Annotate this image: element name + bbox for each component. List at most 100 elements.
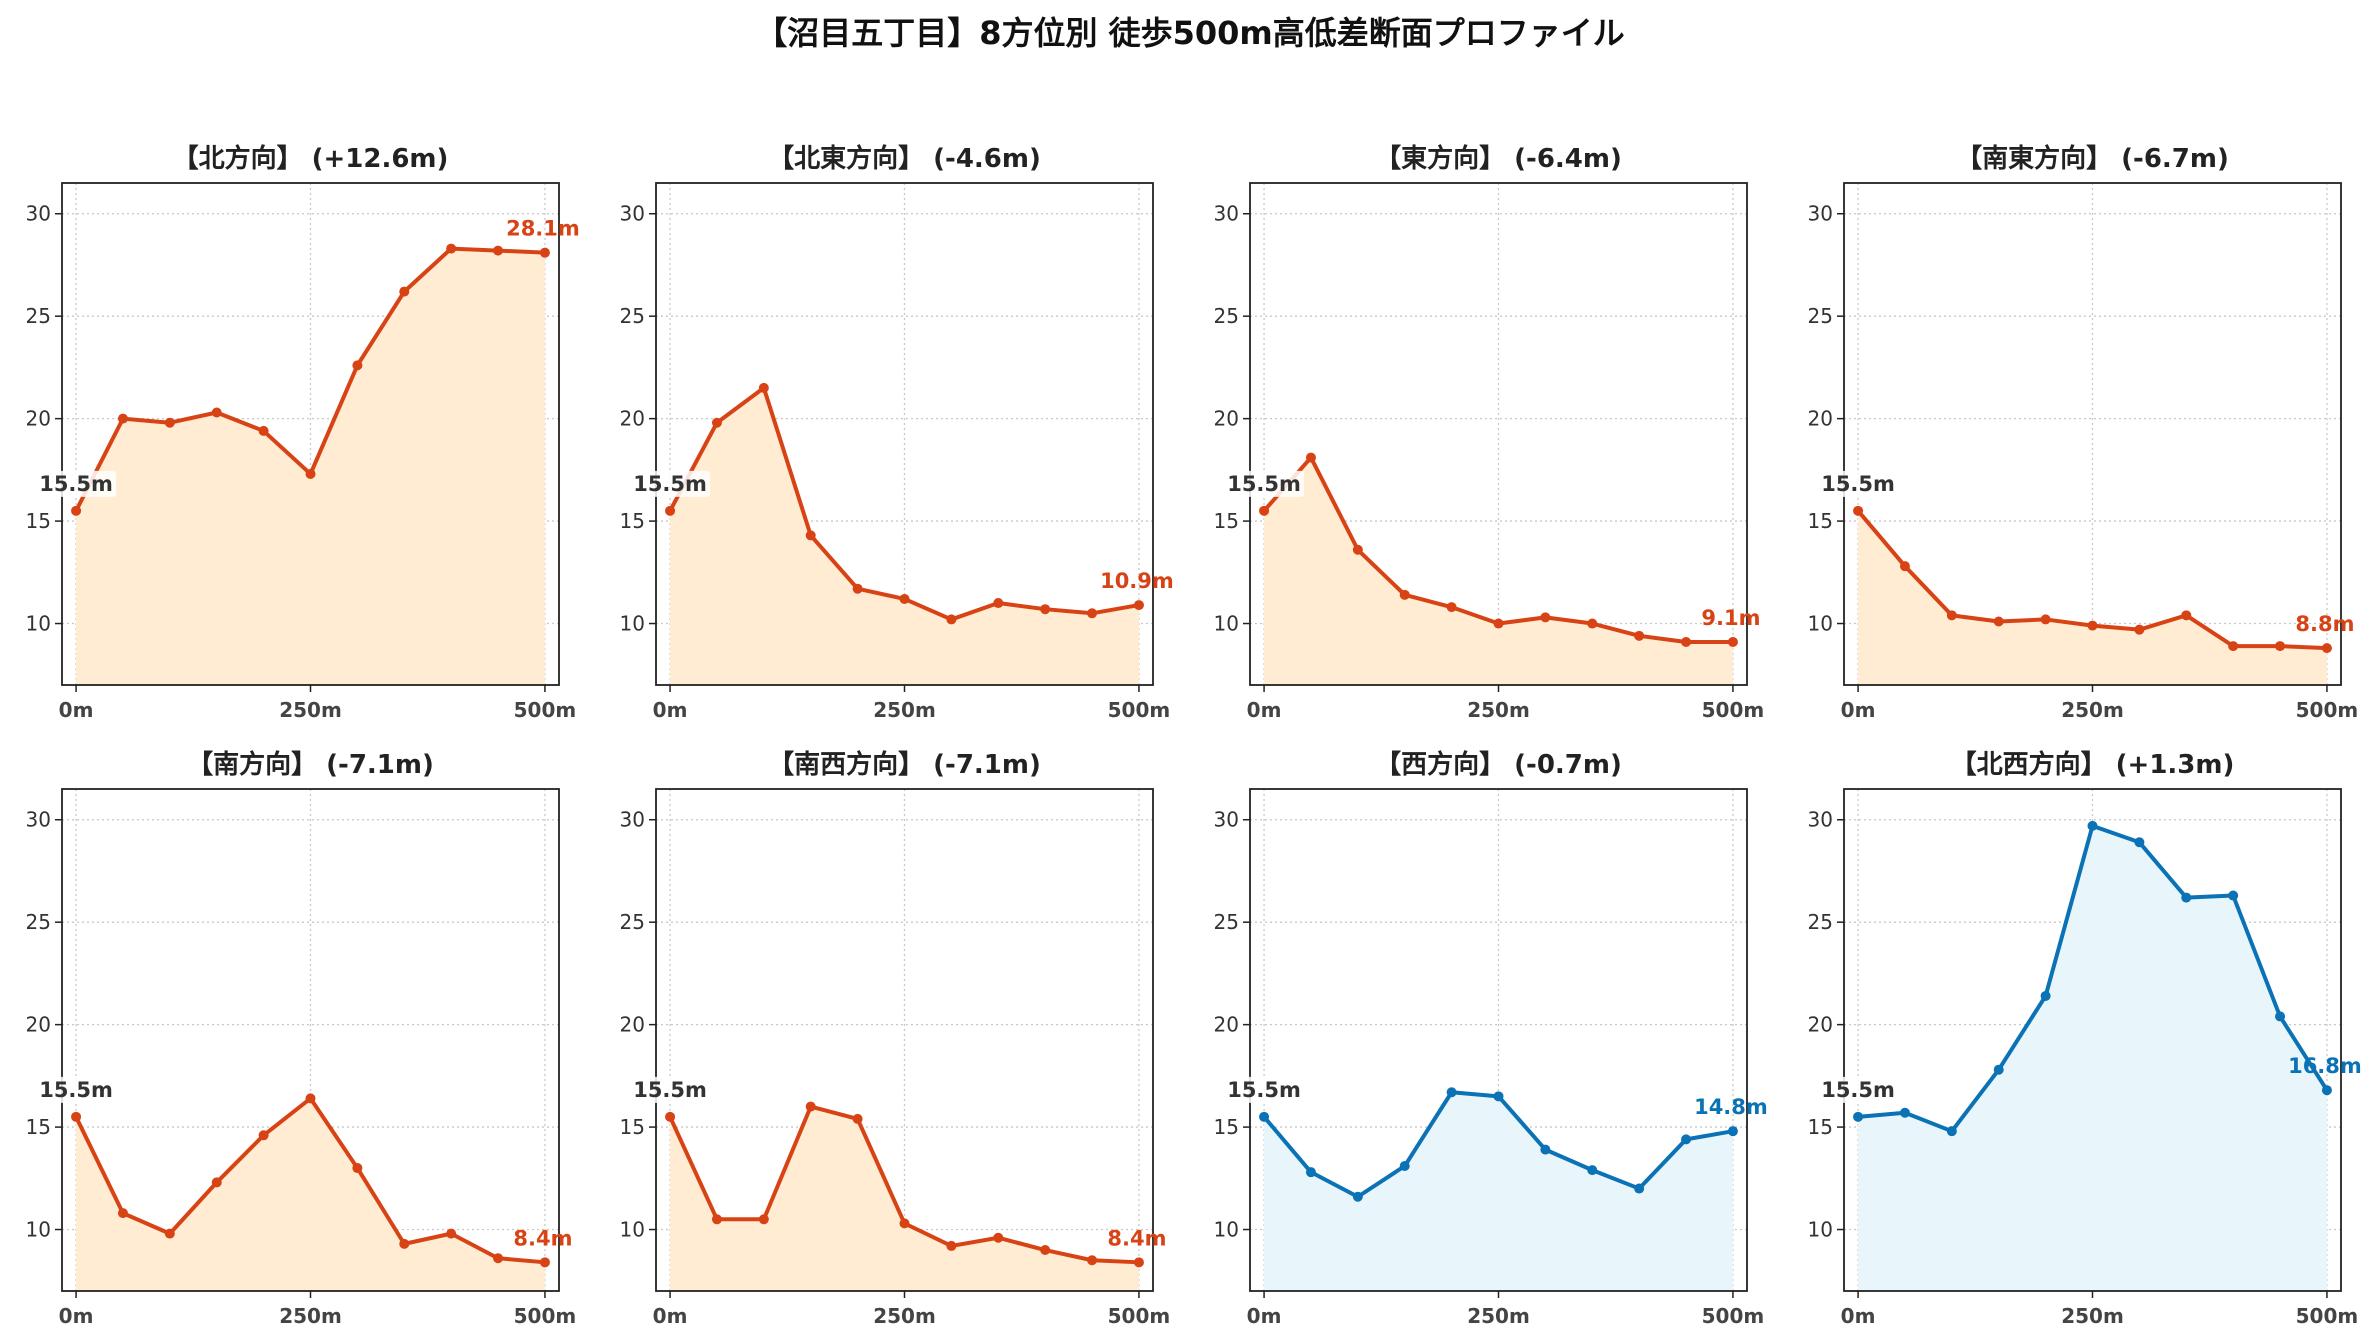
chart-7-ytick-label: 10 bbox=[1808, 1218, 1833, 1242]
chart-6-point bbox=[1634, 1183, 1645, 1194]
chart-0-point bbox=[164, 417, 175, 428]
chart-1-ytick-label: 15 bbox=[620, 509, 645, 533]
chart-2-ytick-label: 20 bbox=[1214, 407, 1239, 431]
chart-7-xtick-label: 0m bbox=[1841, 1304, 1876, 1328]
chart-0-title: 【北方向】 (+12.6m) bbox=[173, 143, 449, 174]
chart-6-point bbox=[1259, 1111, 1270, 1122]
chart-3-point bbox=[2275, 641, 2286, 652]
chart-1-point bbox=[758, 382, 769, 393]
chart-1-xtick-label: 500m bbox=[1108, 698, 1171, 722]
chart-4-start-label-bg bbox=[36, 1076, 117, 1103]
chart-2-point bbox=[1259, 505, 1270, 516]
chart-5-end-label: 8.4m bbox=[1107, 1226, 1166, 1250]
chart-2-ytick-label: 10 bbox=[1214, 612, 1239, 636]
chart-7: 【北西方向】 (+1.3m) 10 15 20 25 30 0m 250m 500m 15.5m 1… bbox=[1808, 749, 2362, 1328]
chart-2-ytick-label: 30 bbox=[1214, 202, 1239, 226]
chart-1-point bbox=[993, 598, 1004, 609]
chart-7-point bbox=[1899, 1107, 1910, 1118]
chart-7-point bbox=[2321, 1085, 2332, 1096]
chart-4-start-label: 15.5m bbox=[39, 1078, 113, 1102]
chart-7-point bbox=[2134, 837, 2145, 848]
chart-4-ytick-label: 30 bbox=[26, 808, 51, 832]
chart-6-point bbox=[1540, 1144, 1551, 1155]
chart-7-ytick-label: 15 bbox=[1808, 1115, 1833, 1139]
chart-2-ytick-label: 15 bbox=[1214, 509, 1239, 533]
chart-0-start-label: 15.5m bbox=[39, 472, 113, 496]
chart-4-ytick-label: 25 bbox=[26, 910, 51, 934]
chart-2-point bbox=[1399, 589, 1410, 600]
chart-7-start-label-bg bbox=[1818, 1076, 1899, 1103]
chart-5-point bbox=[805, 1101, 816, 1112]
chart-3-point bbox=[2134, 624, 2145, 635]
chart-5-point bbox=[711, 1214, 722, 1225]
chart-3-point bbox=[1899, 561, 1910, 572]
chart-6: 【西方向】 (-0.7m) 10 15 20 25 30 0m 250m 500m 15.5m 14… bbox=[1214, 749, 1768, 1328]
chart-5-start-label: 15.5m bbox=[633, 1078, 707, 1102]
chart-7-point bbox=[2181, 892, 2192, 903]
chart-1-ytick-label: 30 bbox=[620, 202, 645, 226]
chart-0-point bbox=[258, 425, 269, 436]
chart-0-point bbox=[352, 360, 363, 371]
chart-6-point bbox=[1727, 1126, 1738, 1137]
chart-0-point bbox=[305, 468, 316, 479]
chart-3-point bbox=[2228, 641, 2239, 652]
chart-3-area bbox=[1858, 510, 2327, 685]
chart-5-point bbox=[665, 1111, 676, 1122]
chart-6-ytick-label: 20 bbox=[1214, 1013, 1239, 1037]
chart-3-ytick-label: 25 bbox=[1808, 304, 1833, 328]
chart-4-point bbox=[164, 1228, 175, 1239]
chart-6-point bbox=[1681, 1134, 1692, 1145]
chart-2-title: 【東方向】 (-6.4m) bbox=[1375, 143, 1622, 174]
chart-7-ytick-label: 30 bbox=[1808, 808, 1833, 832]
chart-3-point bbox=[1946, 610, 1957, 621]
chart-1-point bbox=[805, 530, 816, 541]
chart-4-ytick-label: 15 bbox=[26, 1115, 51, 1139]
chart-0-point bbox=[539, 247, 550, 258]
chart-7-xtick-label: 500m bbox=[2296, 1304, 2359, 1328]
chart-3-point bbox=[2321, 643, 2332, 654]
chart-3-point bbox=[2087, 620, 2098, 631]
chart-3: 【南東方向】 (-6.7m) 10 15 20 25 30 0m 250m 500m 15.5m 8… bbox=[1808, 143, 2359, 722]
chart-0-point bbox=[399, 286, 410, 297]
chart-5-point bbox=[1087, 1255, 1098, 1266]
chart-1-ytick-label: 20 bbox=[620, 407, 645, 431]
chart-0-point bbox=[493, 245, 504, 256]
chart-2-point bbox=[1493, 618, 1504, 629]
chart-1-xtick-label: 0m bbox=[653, 698, 688, 722]
chart-5-ytick-label: 30 bbox=[620, 808, 645, 832]
chart-0-ytick-label: 10 bbox=[26, 612, 51, 636]
chart-6-xtick-label: 500m bbox=[1702, 1304, 1765, 1328]
chart-5-ytick-label: 15 bbox=[620, 1115, 645, 1139]
chart-3-point bbox=[1993, 616, 2004, 627]
chart-3-xtick-label: 500m bbox=[2296, 698, 2359, 722]
chart-4-point bbox=[71, 1111, 82, 1122]
chart-0-point bbox=[211, 407, 222, 418]
chart-5-xtick-label: 500m bbox=[1108, 1304, 1171, 1328]
chart-3-xtick-label: 0m bbox=[1841, 698, 1876, 722]
chart-2-point bbox=[1634, 630, 1645, 641]
chart-3-point bbox=[1853, 505, 1864, 516]
chart-5-point bbox=[758, 1214, 769, 1225]
chart-5-xtick-label: 250m bbox=[873, 1304, 936, 1328]
chart-0-point bbox=[446, 243, 457, 254]
chart-3-point bbox=[2040, 614, 2051, 625]
chart-5-ytick-label: 20 bbox=[620, 1013, 645, 1037]
chart-6-ytick-label: 10 bbox=[1214, 1218, 1239, 1242]
chart-5-start-label-bg bbox=[630, 1076, 711, 1103]
chart-6-start-label-bg bbox=[1224, 1076, 1305, 1103]
chart-4-point bbox=[352, 1163, 363, 1174]
chart-3-start-label-bg bbox=[1818, 470, 1899, 497]
chart-4-point bbox=[539, 1257, 550, 1268]
chart-6-point bbox=[1305, 1167, 1316, 1178]
chart-5: 【南西方向】 (-7.1m) 10 15 20 25 30 0m 250m 500m 15.5m 8… bbox=[620, 749, 1171, 1328]
chart-7-point bbox=[2275, 1011, 2286, 1022]
chart-7-ytick-label: 20 bbox=[1808, 1013, 1833, 1037]
chart-0-ytick-label: 20 bbox=[26, 407, 51, 431]
chart-6-title: 【西方向】 (-0.7m) bbox=[1375, 749, 1622, 780]
chart-4-point bbox=[446, 1228, 457, 1239]
chart-5-point bbox=[1133, 1257, 1144, 1268]
chart-0-point bbox=[71, 505, 82, 516]
chart-1-point bbox=[1040, 604, 1051, 615]
